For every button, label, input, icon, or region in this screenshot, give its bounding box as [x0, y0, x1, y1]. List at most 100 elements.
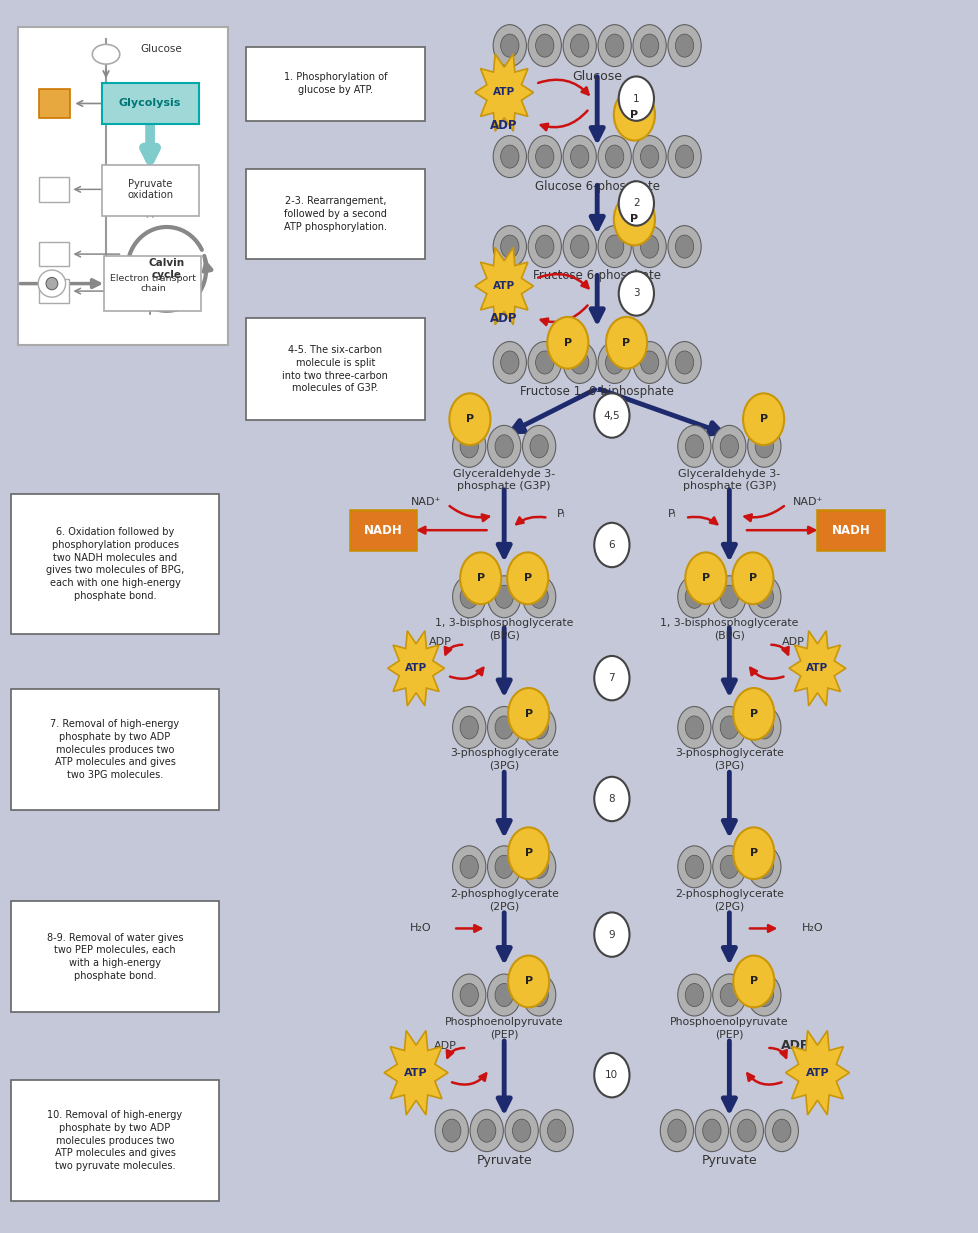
Text: P: P — [748, 573, 756, 583]
Text: P: P — [759, 414, 767, 424]
Text: 1, 3-bisphosphoglycerate
(BPG): 1, 3-bisphosphoglycerate (BPG) — [659, 618, 798, 640]
Circle shape — [522, 425, 556, 467]
Circle shape — [747, 576, 780, 618]
Circle shape — [733, 688, 774, 740]
Text: 4,5: 4,5 — [603, 411, 619, 420]
Circle shape — [452, 425, 485, 467]
Circle shape — [594, 1053, 629, 1097]
Text: P: P — [749, 977, 757, 986]
Text: 4-5. The six-carbon
molecule is split
into two three-carbon
molecules of G3P.: 4-5. The six-carbon molecule is split in… — [282, 345, 388, 393]
FancyBboxPatch shape — [39, 242, 68, 266]
Circle shape — [500, 236, 518, 258]
Text: Glyceraldehyde 3-
phosphate (G3P): Glyceraldehyde 3- phosphate (G3P) — [453, 469, 555, 491]
Circle shape — [667, 226, 700, 268]
Circle shape — [747, 974, 780, 1016]
Text: Glycolysis: Glycolysis — [118, 99, 181, 109]
Circle shape — [512, 1120, 530, 1142]
Text: Glucose: Glucose — [571, 70, 622, 84]
Circle shape — [460, 856, 478, 878]
Circle shape — [733, 956, 774, 1007]
Text: NADH: NADH — [830, 524, 869, 536]
Text: P: P — [630, 215, 638, 224]
Circle shape — [452, 707, 485, 748]
Text: 2-phosphoglycerate
(2PG): 2-phosphoglycerate (2PG) — [674, 889, 783, 911]
Circle shape — [733, 827, 774, 879]
Circle shape — [613, 89, 654, 141]
Circle shape — [640, 145, 658, 168]
Text: Fructose 1, 6-biphosphate: Fructose 1, 6-biphosphate — [519, 385, 674, 398]
Circle shape — [493, 136, 526, 178]
Circle shape — [598, 25, 631, 67]
Text: P: P — [523, 573, 531, 583]
Text: ATP: ATP — [806, 663, 827, 673]
Circle shape — [754, 435, 773, 457]
Circle shape — [667, 136, 700, 178]
Circle shape — [469, 1110, 503, 1152]
Circle shape — [633, 226, 666, 268]
Text: NAD⁺: NAD⁺ — [791, 497, 822, 507]
FancyBboxPatch shape — [817, 510, 883, 550]
Circle shape — [747, 707, 780, 748]
Circle shape — [747, 425, 780, 467]
Circle shape — [434, 1110, 467, 1152]
FancyBboxPatch shape — [245, 169, 424, 259]
Text: 3-phosphoglycerate
(3PG): 3-phosphoglycerate (3PG) — [674, 748, 783, 771]
Circle shape — [667, 1120, 686, 1142]
Text: 2-phosphoglycerate
(2PG): 2-phosphoglycerate (2PG) — [449, 889, 558, 911]
FancyBboxPatch shape — [11, 689, 219, 810]
Circle shape — [508, 956, 549, 1007]
Text: 8: 8 — [608, 794, 614, 804]
Circle shape — [604, 145, 623, 168]
FancyBboxPatch shape — [104, 256, 200, 311]
Circle shape — [675, 351, 693, 374]
Circle shape — [529, 856, 548, 878]
Polygon shape — [474, 54, 533, 131]
Text: H₂O: H₂O — [410, 924, 431, 933]
Circle shape — [712, 846, 745, 888]
Circle shape — [677, 974, 710, 1016]
Text: Pᵢ: Pᵢ — [668, 509, 676, 519]
Circle shape — [500, 351, 518, 374]
FancyBboxPatch shape — [349, 510, 416, 550]
Circle shape — [677, 846, 710, 888]
Circle shape — [460, 552, 501, 604]
Circle shape — [570, 236, 588, 258]
Circle shape — [529, 984, 548, 1006]
Text: 7. Removal of high-energy
phosphate by two ADP
molecules produces two
ATP molecu: 7. Removal of high-energy phosphate by t… — [51, 719, 179, 780]
Ellipse shape — [92, 44, 119, 64]
Circle shape — [547, 1120, 565, 1142]
Text: ATP: ATP — [493, 88, 514, 97]
Text: ADP: ADP — [490, 120, 517, 132]
Text: P: P — [476, 573, 484, 583]
Circle shape — [495, 435, 512, 457]
Polygon shape — [788, 631, 845, 705]
Ellipse shape — [38, 270, 66, 297]
Circle shape — [613, 194, 654, 245]
Text: P: P — [524, 977, 532, 986]
FancyBboxPatch shape — [102, 83, 199, 125]
Text: 2: 2 — [633, 199, 639, 208]
Text: Fructose 6-phosphate: Fructose 6-phosphate — [533, 269, 660, 282]
Text: ADP: ADP — [433, 1041, 457, 1051]
Text: NADH: NADH — [363, 524, 402, 536]
Circle shape — [562, 226, 596, 268]
Circle shape — [677, 425, 710, 467]
Text: ATP: ATP — [493, 281, 514, 291]
Text: Pyruvate: Pyruvate — [701, 1154, 756, 1168]
Circle shape — [702, 1120, 720, 1142]
Circle shape — [720, 856, 737, 878]
Circle shape — [527, 136, 560, 178]
Circle shape — [487, 974, 520, 1016]
Text: 9: 9 — [608, 930, 614, 940]
Text: Glyceraldehyde 3-
phosphate (G3P): Glyceraldehyde 3- phosphate (G3P) — [678, 469, 779, 491]
FancyBboxPatch shape — [39, 279, 68, 303]
Circle shape — [618, 271, 653, 316]
Text: 10: 10 — [604, 1070, 618, 1080]
Text: P: P — [630, 110, 638, 120]
Circle shape — [742, 393, 783, 445]
Circle shape — [667, 25, 700, 67]
FancyBboxPatch shape — [245, 318, 424, 420]
Circle shape — [522, 846, 556, 888]
Text: Phosphoenolpyruvate
(PEP): Phosphoenolpyruvate (PEP) — [444, 1017, 563, 1039]
Circle shape — [754, 856, 773, 878]
